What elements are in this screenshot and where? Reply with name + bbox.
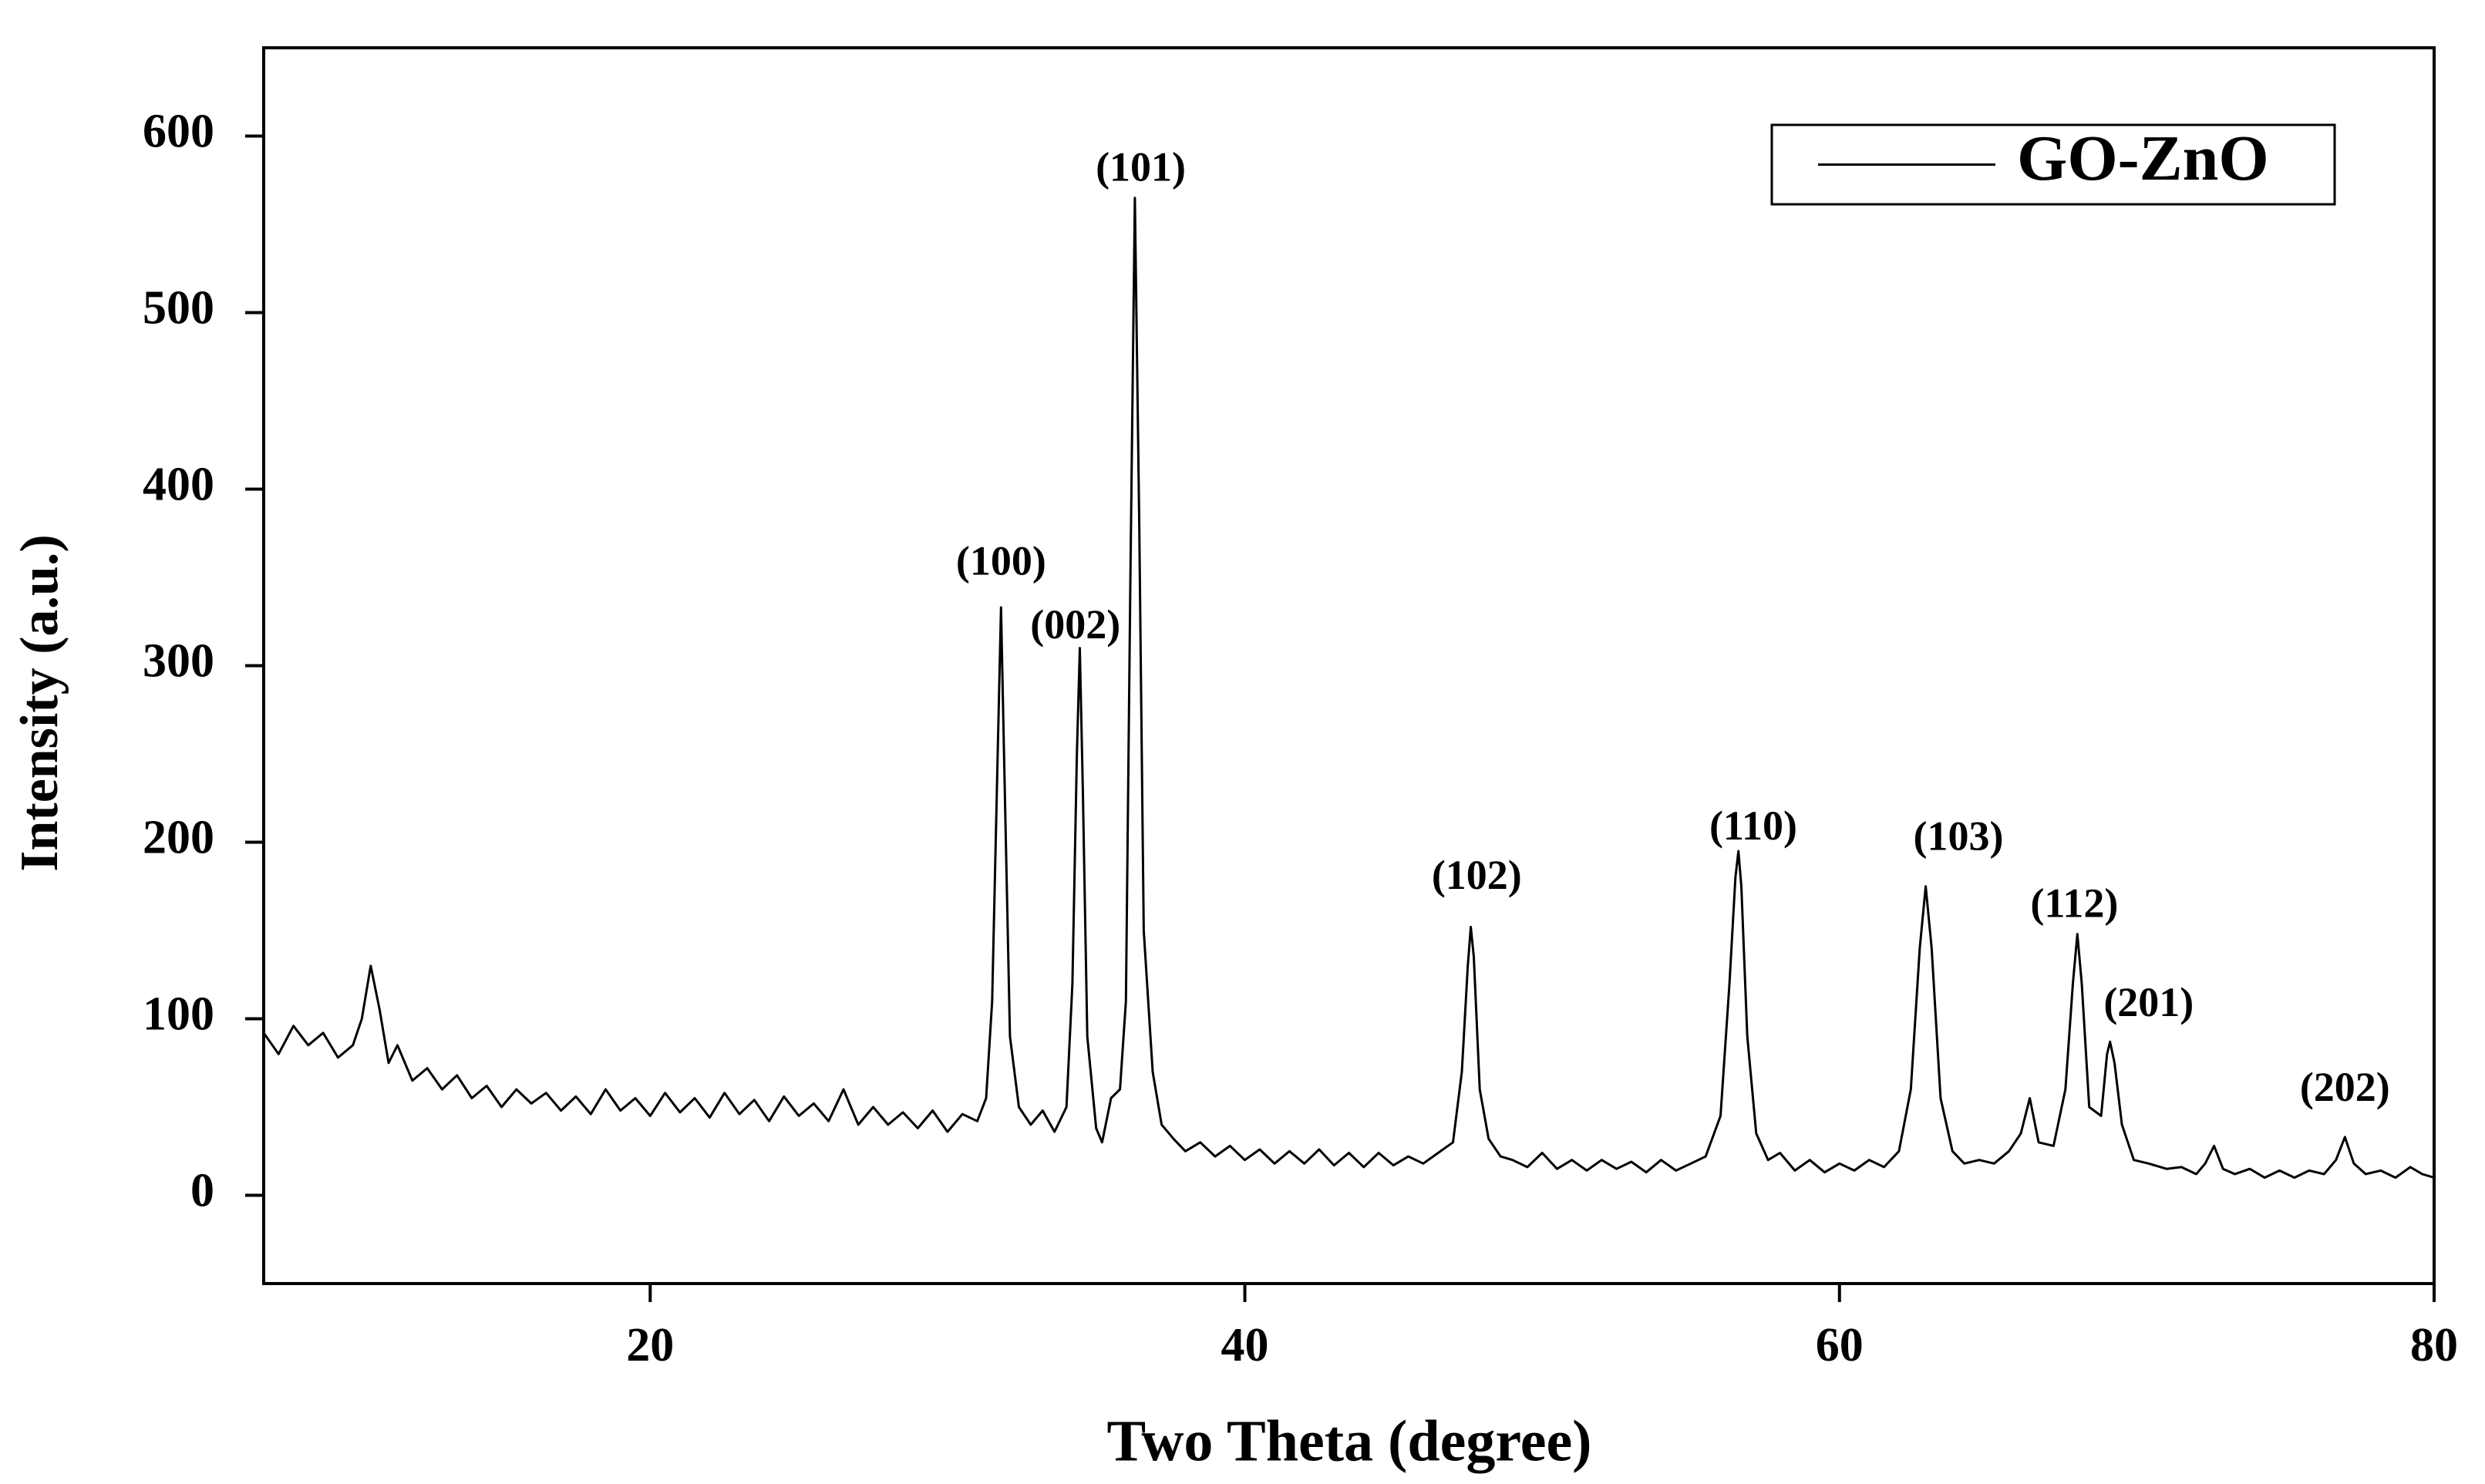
legend-label: GO-ZnO xyxy=(2017,123,2269,194)
peak-label: (100) xyxy=(956,537,1046,584)
peak-label: (112) xyxy=(2030,880,2118,927)
x-tick-label: 60 xyxy=(1816,1319,1864,1371)
x-axis-title: Two Theta (degree) xyxy=(1106,1408,1591,1473)
peak-label: (201) xyxy=(2103,979,2194,1025)
y-tick-label: 400 xyxy=(143,459,214,511)
peak-label: (103) xyxy=(1914,813,2004,860)
y-axis-title: Intensity (a.u.) xyxy=(10,534,69,872)
y-tick-label: 600 xyxy=(143,106,214,158)
x-tick-label: 20 xyxy=(626,1319,674,1371)
peak-label: (202) xyxy=(2300,1064,2390,1110)
data-line xyxy=(262,197,2435,1179)
x-tick-label: 40 xyxy=(1221,1319,1269,1371)
y-tick-label: 200 xyxy=(143,812,214,864)
plot-frame xyxy=(262,46,2436,1285)
peak-label: (002) xyxy=(1030,601,1120,648)
y-tick-label: 300 xyxy=(143,635,214,688)
x-tick-label: 80 xyxy=(2410,1319,2458,1371)
peak-label: (102) xyxy=(1432,852,1522,898)
y-tick-label: 500 xyxy=(143,282,214,335)
peak-label: (101) xyxy=(1096,144,1186,190)
y-tick-label: 100 xyxy=(143,988,214,1041)
peak-label: (110) xyxy=(1709,803,1797,849)
y-tick-label: 0 xyxy=(190,1165,214,1217)
